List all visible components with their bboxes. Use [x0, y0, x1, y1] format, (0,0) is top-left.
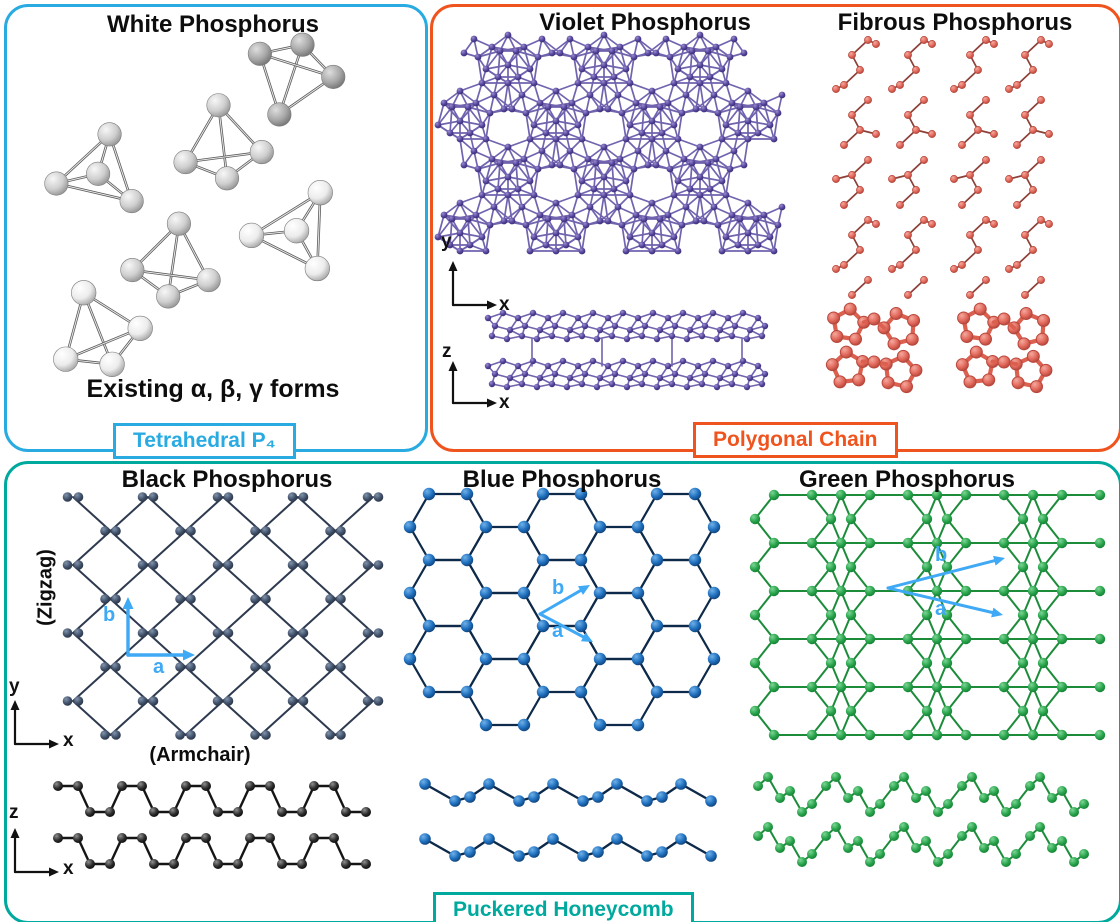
black-phosphorus-title: Black Phosphorus — [121, 466, 333, 493]
lattice-vector-b-label-green: b — [935, 544, 948, 566]
white-phosphorus-title: White Phosphorus — [107, 11, 319, 38]
panel-violet-fibrous-phosphorus: Violet Phosphorus Fibrous Phosphorus y x… — [430, 4, 1120, 458]
axis-label-x-violet-side: x — [499, 392, 510, 413]
axis-label-z-violet: z — [442, 341, 452, 362]
puckered-honeycomb-structure — [10, 487, 1106, 877]
axis-label-x-bottom-top: x — [63, 730, 74, 751]
violet-fibrous-structure — [434, 31, 1053, 408]
violet-phosphorus-title: Violet Phosphorus — [539, 9, 751, 36]
axis-label-z-bottom: z — [9, 802, 19, 823]
green-phosphorus-title: Green Phosphorus — [798, 466, 1016, 493]
axis-label-x-violet-top: x — [499, 294, 510, 315]
lattice-vector-a-label-blue: a — [552, 620, 564, 642]
zigzag-label: (Zigzag) — [34, 549, 57, 626]
fibrous-phosphorus-title: Fibrous Phosphorus — [837, 9, 1073, 36]
blue-phosphorus-title: Blue Phosphorus — [462, 466, 662, 493]
puckered-honeycomb-tag: Puckered Honeycomb — [433, 891, 694, 922]
lattice-vector-a-label-green: a — [935, 598, 947, 620]
polygonal-chain-tag: Polygonal Chain — [693, 421, 898, 458]
lattice-vector-b-label-black: b — [103, 604, 116, 626]
lattice-vector-a-label-black: a — [153, 656, 165, 678]
axis-label-y-bottom: y — [9, 676, 20, 697]
axis-label-y-violet: y — [441, 231, 452, 252]
lattice-vector-b-label-blue: b — [552, 577, 565, 599]
armchair-label: (Armchair) — [149, 744, 251, 766]
panel-white-phosphorus: White Phosphorus Existing α, β, γ forms … — [4, 4, 428, 459]
axis-label-x-bottom-side: x — [63, 858, 74, 879]
panel-puckered-honeycomb: Black Phosphorus Blue Phosphorus Green P… — [4, 461, 1120, 922]
existing-forms-note: Existing α, β, γ forms — [86, 375, 340, 403]
tetrahedral-p4-tag: Tetrahedral P₄ — [113, 422, 296, 459]
white-phosphorus-structure — [44, 32, 346, 377]
